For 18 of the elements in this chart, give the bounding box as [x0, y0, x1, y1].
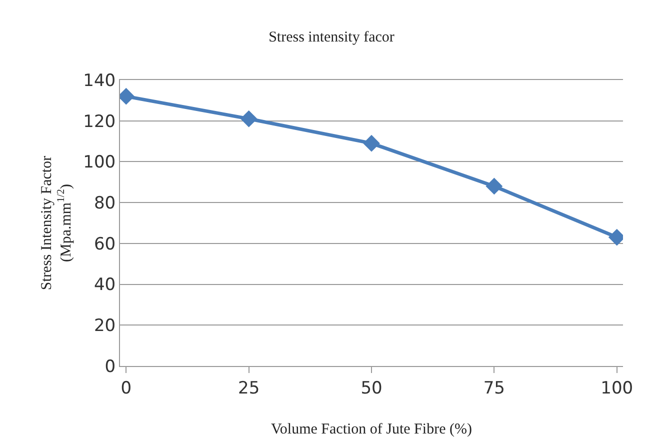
chart-title: Stress intensity facor: [268, 30, 394, 46]
y-tick-label: 0: [104, 356, 116, 377]
point: [486, 178, 503, 195]
point: [363, 134, 380, 152]
y-tick-label: 20: [94, 316, 116, 336]
x-axis-title: Volume Faction of Jute Fibre (%): [271, 421, 472, 438]
y-tick-label: 140: [83, 70, 116, 91]
x-tick-label: 0: [120, 378, 132, 398]
y-tick-label: 100: [83, 152, 116, 173]
y-tick-label: 120: [83, 112, 116, 132]
x-tick-label: 25: [238, 378, 260, 398]
y-tick-label: 60: [94, 234, 116, 254]
x-tick-label: 75: [483, 378, 505, 398]
y-tick-label: 40: [94, 275, 116, 296]
x-tick-label: 50: [360, 378, 382, 398]
y-tick-label: 80: [94, 194, 116, 214]
x-tick-label: 100: [600, 378, 634, 398]
point: [240, 110, 258, 128]
